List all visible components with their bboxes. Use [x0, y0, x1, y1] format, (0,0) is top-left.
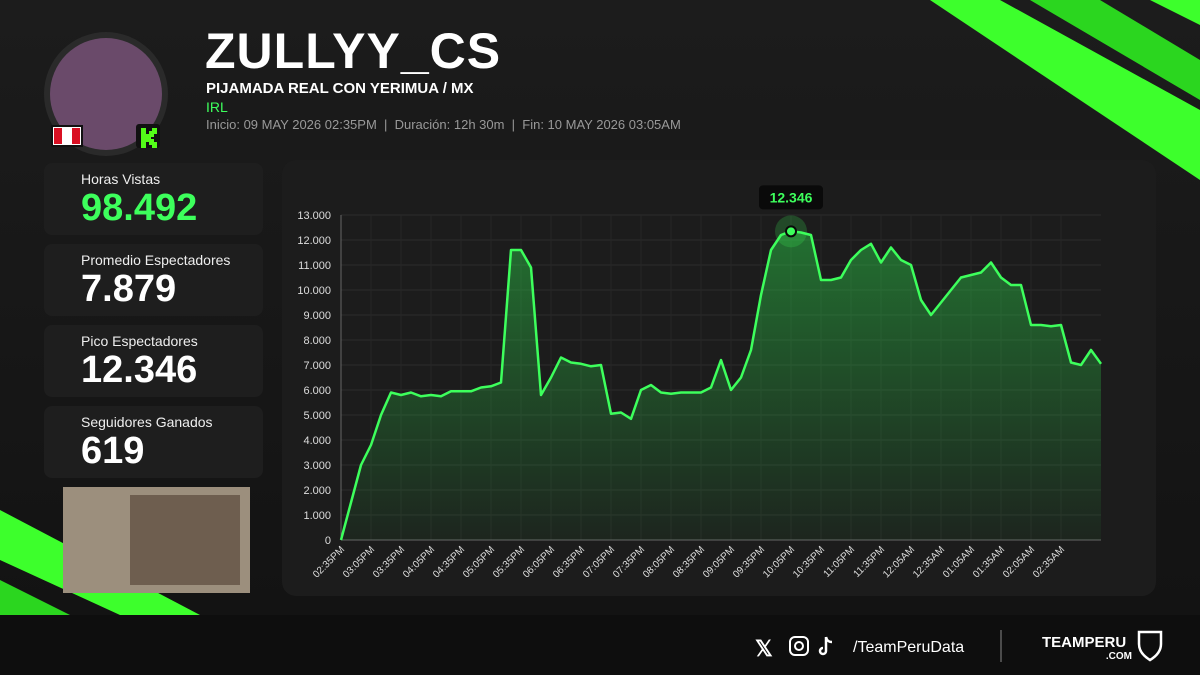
- stat-value: 98.492: [81, 187, 198, 229]
- stat-label: Seguidores Ganados: [81, 414, 213, 430]
- x-tick-label: 02:35AM: [1031, 544, 1067, 580]
- y-tick-label: 3.000: [303, 460, 331, 472]
- y-tick-label: 2.000: [303, 485, 331, 497]
- stat-label: Pico Espectadores: [81, 333, 198, 349]
- x-tick-label: 05:35PM: [491, 544, 527, 580]
- brand-suffix: .COM: [1106, 651, 1132, 662]
- x-tick-label: 03:35PM: [371, 544, 407, 580]
- avatar: [50, 38, 162, 150]
- y-tick-label: 1.000: [303, 510, 331, 522]
- x-tick-label: 12:05AM: [881, 544, 917, 580]
- line: [339, 230, 1103, 541]
- y-tick-label: 0: [325, 535, 331, 547]
- instagram-icon: [794, 641, 804, 651]
- x-tick-label: 10:05PM: [761, 544, 797, 580]
- x-tick-label: 12:35AM: [911, 544, 947, 580]
- x-tick-label: 02:05AM: [1001, 544, 1037, 580]
- flag: [54, 128, 62, 144]
- x-icon: 𝕏: [755, 636, 773, 661]
- y-tick-label: 12.000: [297, 235, 331, 247]
- thumbnail: [130, 495, 240, 585]
- instagram-icon: [789, 636, 809, 656]
- x-tick-label: 04:05PM: [401, 544, 437, 580]
- y-tick-label: 6.000: [303, 385, 331, 397]
- y-tick-label: 9.000: [303, 310, 331, 322]
- x-tick-label: 06:35PM: [551, 544, 587, 580]
- x-tick-label: 10:35PM: [791, 544, 827, 580]
- x-tick-label: 08:35PM: [671, 544, 707, 580]
- x-tick-label: 08:05PM: [641, 544, 677, 580]
- peak-box: [759, 185, 823, 210]
- x-tick-label: 03:05PM: [341, 544, 377, 580]
- x-tick-label: 01:35AM: [971, 544, 1007, 580]
- streamer-name: ZULLYY_CS: [205, 23, 502, 79]
- brand-shield: [1137, 630, 1163, 662]
- x-tick-label: 02:35PM: [311, 544, 347, 580]
- y-tick-label: 10.000: [297, 285, 331, 297]
- slash: [1150, 0, 1200, 25]
- kick-logo: [141, 128, 157, 148]
- y-tick-label: 7.000: [303, 360, 331, 372]
- y-tick-label: 5.000: [303, 410, 331, 422]
- slash: [0, 580, 70, 615]
- x-tick-label: 11:05PM: [822, 544, 858, 580]
- slash: [930, 0, 1200, 180]
- peak-label: 12.346: [770, 189, 813, 205]
- flag: [72, 128, 80, 144]
- stat-card: Pico Espectadores 12.346: [44, 325, 263, 397]
- y-tick-label: 8.000: [303, 335, 331, 347]
- x-tick-label: 01:05AM: [941, 544, 977, 580]
- x-tick-label: 04:35PM: [431, 544, 467, 580]
- category: IRL: [206, 99, 228, 115]
- slash: [1030, 0, 1200, 100]
- peak-marker: [785, 225, 797, 238]
- y-tick-label: 13.000: [297, 210, 331, 222]
- stream-title: PIJAMADA REAL CON YERIMUA / MX: [206, 80, 474, 97]
- y-tick-label: 4.000: [303, 435, 331, 447]
- x-tick-label: 09:05PM: [701, 544, 737, 580]
- x-tick-label: 05:05PM: [461, 544, 497, 580]
- stat-card: Horas Vistas 98.492: [44, 163, 263, 235]
- stat-value: 12.346: [81, 349, 198, 391]
- stat-card: Seguidores Ganados 619: [44, 406, 263, 478]
- x-tick-label: 07:35PM: [611, 544, 647, 580]
- footer-bar: [0, 615, 1200, 675]
- x-tick-label: 09:35PM: [731, 544, 767, 580]
- tiktok-icon: [818, 636, 833, 656]
- handle: /TeamPeruData: [853, 639, 964, 656]
- y-tick-label: 11.000: [298, 260, 331, 272]
- area: [341, 231, 1101, 541]
- stat-label: Horas Vistas: [81, 171, 161, 187]
- stat-value: 7.879: [81, 268, 177, 310]
- x-tick-label: 07:05PM: [581, 544, 617, 580]
- stat-value: 619: [81, 430, 145, 472]
- stream-meta: Inicio: 09 MAY 2026 02:35PM | Duración: …: [206, 117, 681, 132]
- x-tick-label: 06:05PM: [521, 544, 557, 580]
- stat-card: Promedio Espectadores 7.879: [44, 244, 263, 316]
- brand: TEAMPERU: [1042, 634, 1126, 651]
- stat-label: Promedio Espectadores: [81, 252, 231, 268]
